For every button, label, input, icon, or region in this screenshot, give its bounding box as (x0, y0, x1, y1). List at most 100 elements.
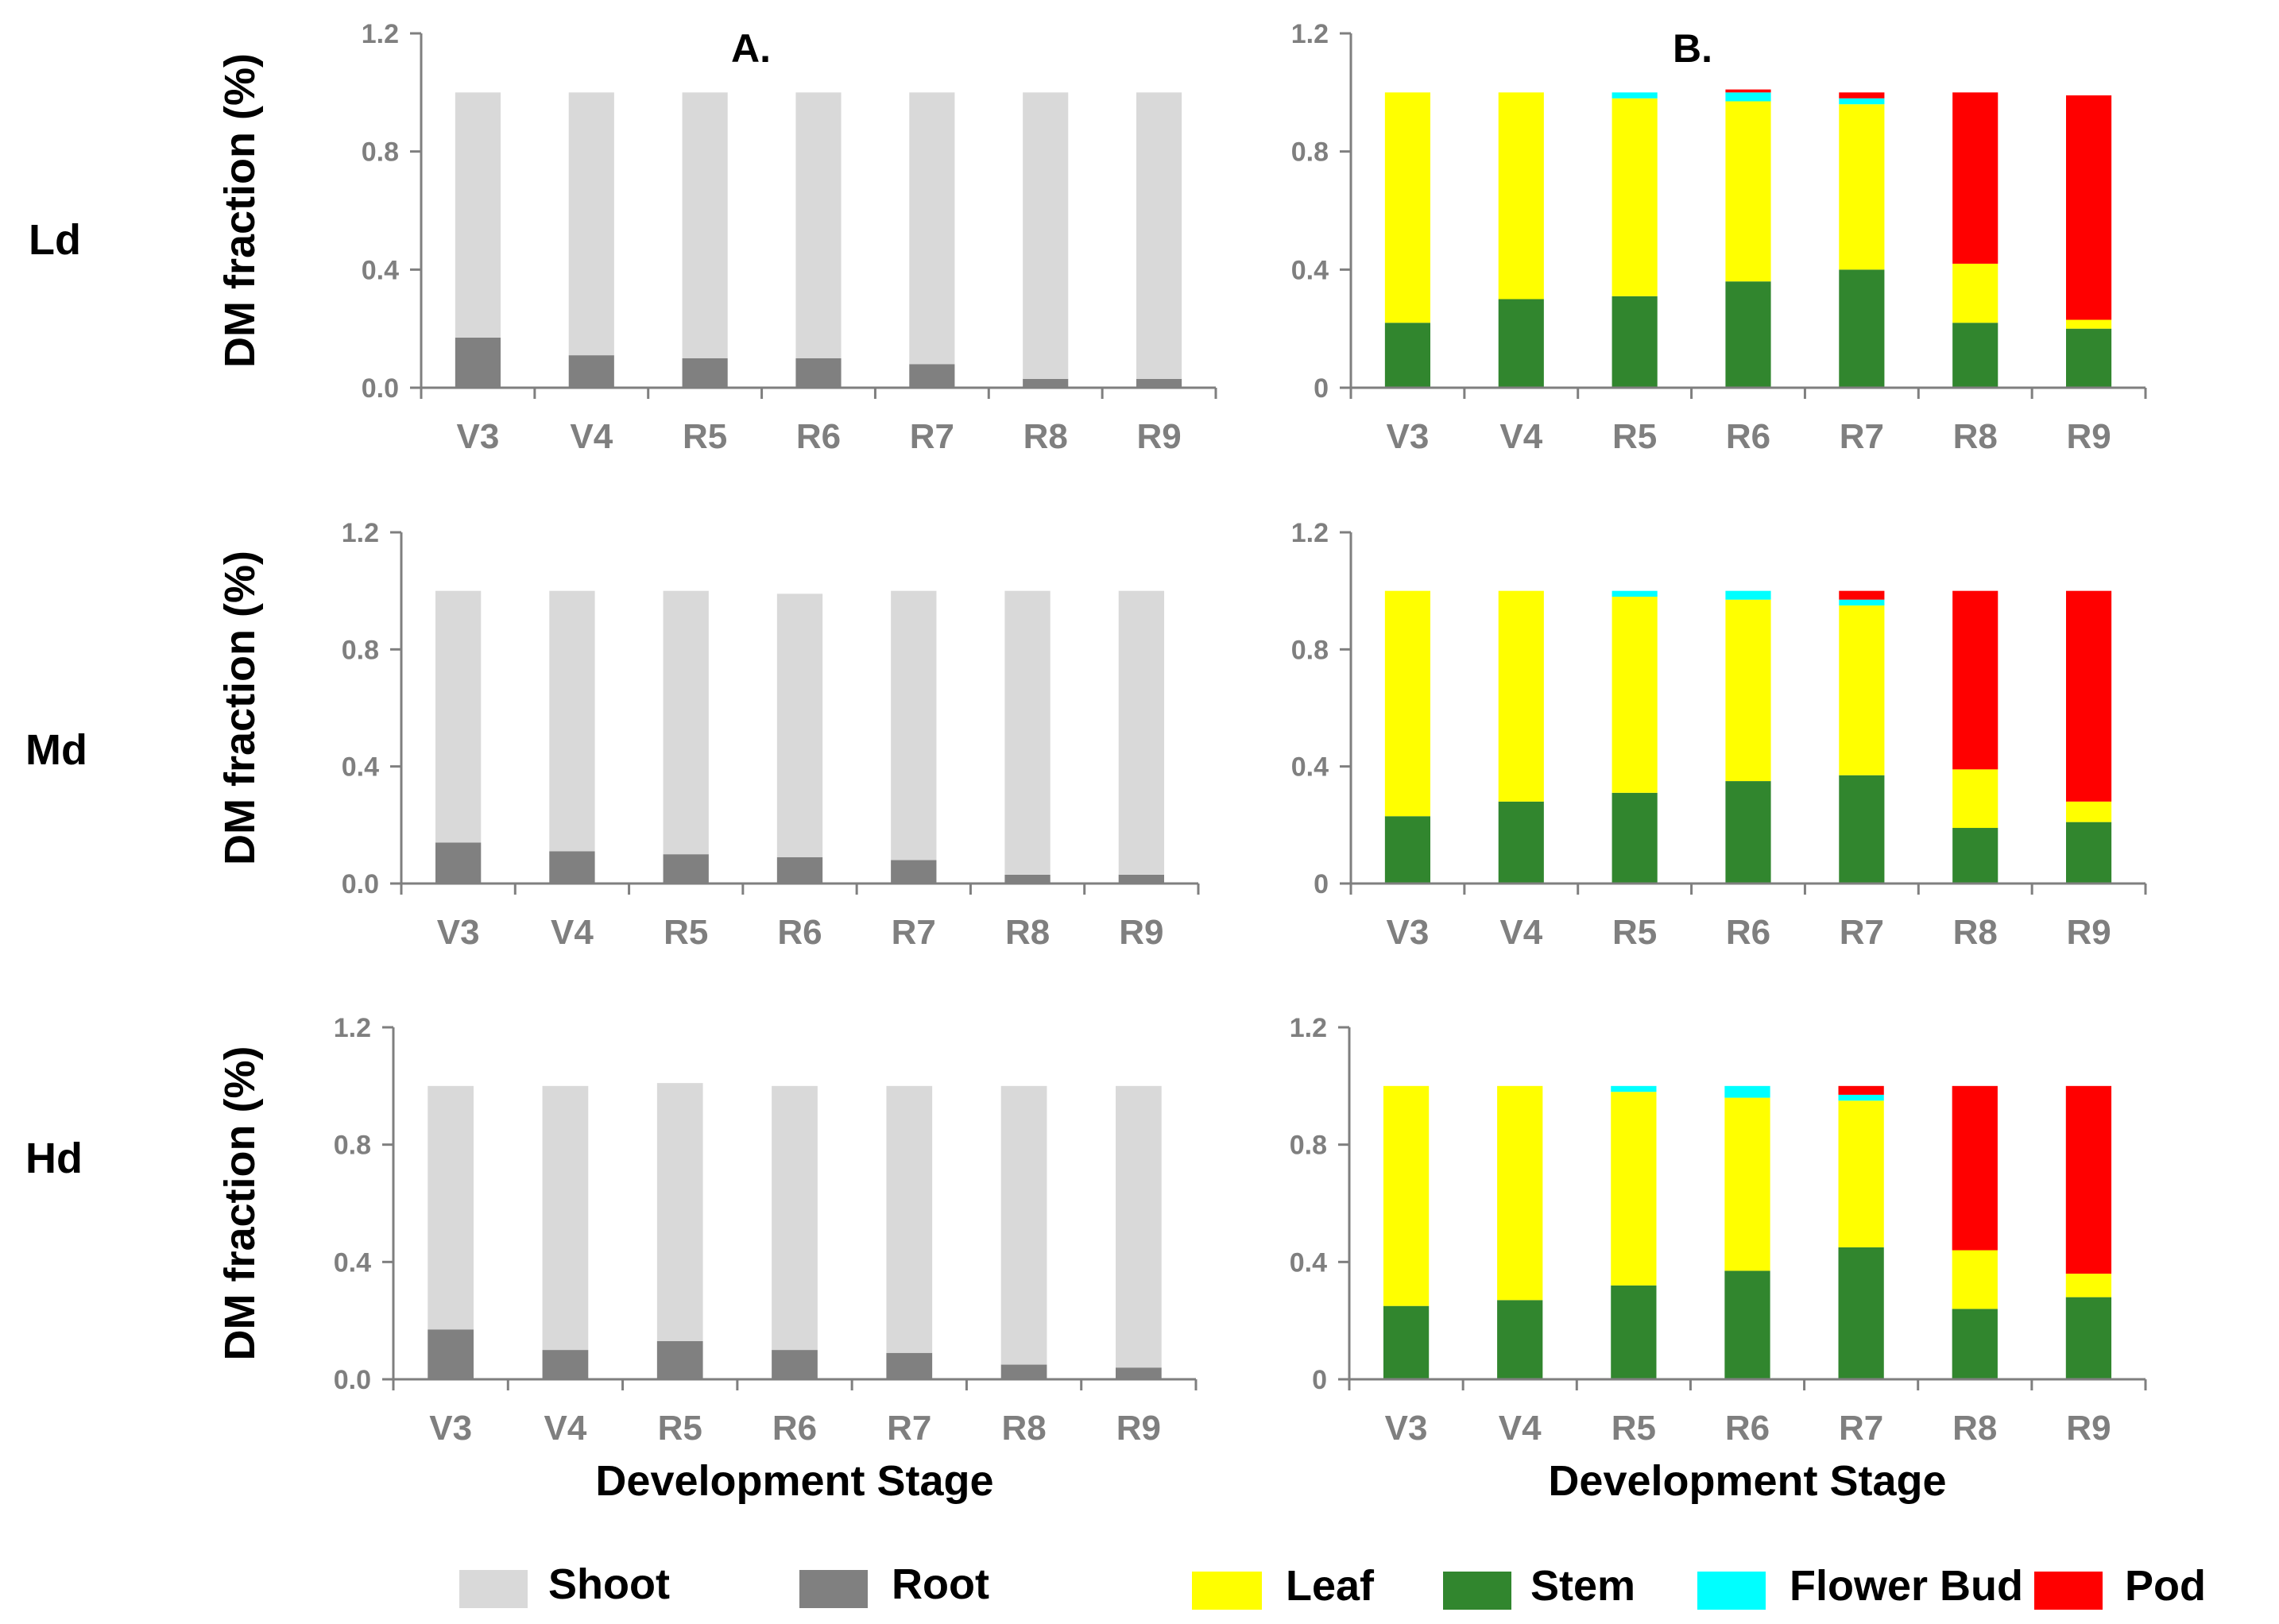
bar-root-v4 (549, 851, 595, 884)
panel-label: A. (731, 26, 771, 71)
y-axis-title: DM fraction (%) (216, 551, 264, 865)
bar-shoot-r7 (886, 1085, 933, 1353)
bar-shoot-r7 (891, 590, 937, 860)
x-tick-label: V4 (544, 1409, 587, 1448)
x-tick-label: V3 (1387, 417, 1430, 456)
y-tick-label: 0.8 (362, 137, 399, 168)
bar-root-r5 (656, 1341, 703, 1379)
y-tick-label: 0.8 (1291, 137, 1329, 168)
x-tick-label: V4 (551, 913, 594, 952)
y-tick-label: 0 (1314, 373, 1329, 404)
x-tick-label: R8 (1952, 1409, 1997, 1448)
legend-label-root: Root (892, 1560, 989, 1608)
legend-swatch-root (799, 1570, 868, 1608)
x-tick-label: R9 (2066, 417, 2111, 456)
x-tick-label: V3 (457, 417, 500, 456)
bar-root-r5 (682, 358, 728, 388)
x-tick-label: R6 (772, 1409, 817, 1448)
bar-flower-bud-r6 (1724, 1085, 1770, 1098)
bar-stem-r7 (1838, 1247, 1884, 1379)
bar-stem-r9 (2066, 328, 2112, 388)
y-tick-label: 1.2 (1290, 1013, 1327, 1043)
bar-flower-bud-r6 (1725, 92, 1771, 102)
y-tick-label: 0.4 (362, 255, 399, 285)
bar-shoot-v3 (428, 1085, 474, 1330)
bar-stem-r8 (1952, 323, 1998, 388)
bar-leaf-v3 (1384, 590, 1430, 817)
x-tick-label: R9 (1119, 913, 1163, 952)
bar-flower-bud-r7 (1838, 1094, 1884, 1101)
legend-swatch-leaf (1192, 1572, 1262, 1610)
x-tick-label: R5 (1612, 417, 1657, 456)
x-tick-label: R9 (2066, 1409, 2111, 1448)
bar-leaf-r6 (1725, 599, 1771, 782)
y-tick-label: 0.0 (334, 1365, 371, 1395)
bar-shoot-r6 (776, 594, 823, 857)
bar-pod-r7 (1838, 1085, 1884, 1095)
bar-leaf-r5 (1611, 1092, 1657, 1286)
row-label-md: Md (25, 726, 87, 774)
bar-leaf-r9 (2066, 319, 2112, 329)
bar-stem-v4 (1498, 801, 1544, 884)
legend-label-stem: Stem (1530, 1562, 1635, 1610)
x-tick-label: V4 (570, 417, 613, 456)
x-tick-label: V3 (1387, 913, 1430, 952)
bar-root-r9 (1136, 378, 1182, 388)
row-label-ld: Ld (29, 216, 81, 264)
bar-shoot-r7 (909, 92, 955, 365)
bar-shoot-r8 (1023, 92, 1069, 379)
bar-shoot-r8 (1004, 590, 1051, 875)
chart-panel-a-hd: 0.0 0.4 0.8 1.2 V3 V4 R5 R6 R7 R8 R9 DM fraction (%… (216, 1013, 1198, 1505)
x-tick-label: V3 (437, 913, 480, 952)
bar-root-r7 (886, 1352, 933, 1379)
bar-leaf-r8 (1952, 263, 1998, 323)
y-tick-label: 0.8 (342, 635, 379, 665)
bar-stem-v4 (1497, 1300, 1543, 1379)
bar-pod-r9 (2066, 95, 2112, 320)
bar-leaf-v4 (1498, 92, 1544, 300)
bar-leaf-v4 (1498, 590, 1544, 802)
bar-root-r7 (891, 860, 937, 884)
x-tick-label: R8 (1023, 417, 1068, 456)
x-tick-label: R7 (1840, 417, 1884, 456)
y-tick-label: 0.0 (362, 373, 399, 404)
x-tick-label: V4 (1499, 1409, 1542, 1448)
bar-stem-r8 (1952, 828, 1998, 884)
x-tick-label: R7 (1840, 913, 1884, 952)
y-tick-label: 0.8 (334, 1131, 371, 1161)
x-tick-label: V4 (1499, 417, 1542, 456)
legend-swatch-pod (2034, 1572, 2103, 1610)
bar-leaf-r9 (2066, 801, 2112, 822)
bar-flower-bud-r6 (1725, 590, 1771, 600)
x-tick-label: V3 (1385, 1409, 1428, 1448)
bar-stem-v3 (1384, 323, 1430, 388)
bar-root-r5 (663, 854, 709, 884)
y-tick-label: 0.4 (1290, 1247, 1327, 1278)
x-tick-label: R7 (892, 913, 936, 952)
y-tick-label: 0.8 (1290, 1131, 1327, 1161)
bar-root-r9 (1118, 874, 1165, 884)
bar-root-v4 (542, 1350, 589, 1379)
bar-flower-bud-r5 (1611, 1085, 1657, 1092)
legend-swatch-stem (1443, 1572, 1511, 1610)
legend-swatch-flower-bud (1697, 1572, 1766, 1610)
x-tick-label: R6 (777, 913, 822, 952)
chart-panel-b-hd: 0 0.4 0.8 1.2 V3 V4 R5 R6 R7 R8 R9 Development Stag… (1290, 1013, 2147, 1505)
bar-leaf-r7 (1839, 605, 1885, 775)
x-tick-label: V4 (1499, 913, 1542, 952)
bar-stem-r7 (1839, 269, 1885, 388)
bar-stem-v3 (1383, 1305, 1430, 1379)
bar-shoot-r5 (656, 1083, 703, 1342)
bar-root-r6 (776, 856, 823, 884)
bar-stem-v3 (1384, 816, 1430, 884)
x-tick-label: R8 (1953, 913, 1998, 952)
y-tick-label: 1.2 (362, 19, 399, 49)
chart-panel-b-ld: 0 0.4 0.8 1.2 V3 V4 R5 R6 R7 R8 R9 B. (1291, 19, 2147, 456)
y-tick-label: 1.2 (342, 518, 379, 548)
bar-shoot-v4 (549, 590, 595, 852)
bar-root-r6 (795, 358, 842, 388)
x-tick-label: R6 (1726, 913, 1770, 952)
x-tick-label: R5 (1612, 1409, 1656, 1448)
y-tick-label: 0.4 (334, 1247, 371, 1278)
